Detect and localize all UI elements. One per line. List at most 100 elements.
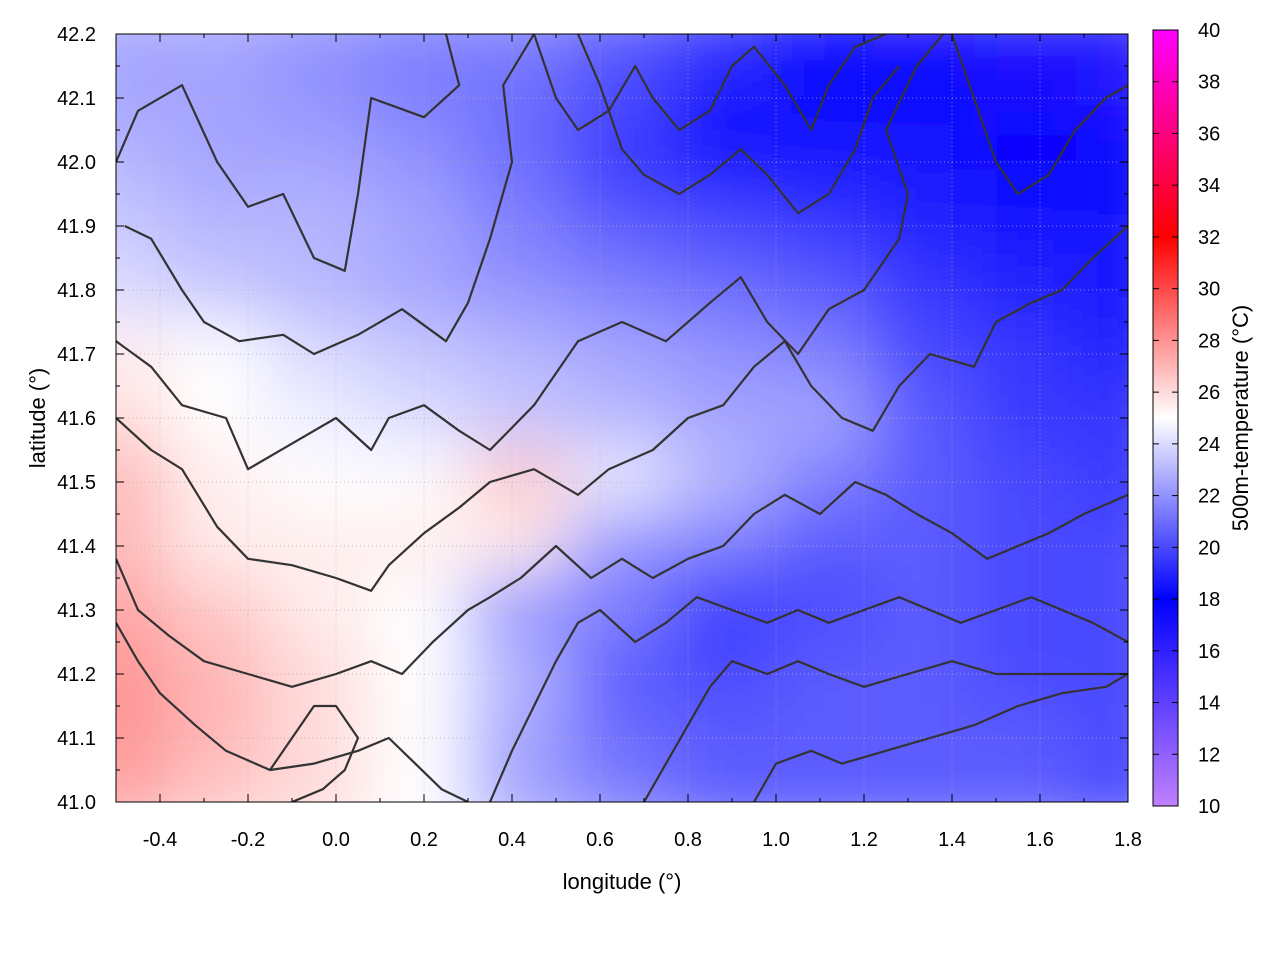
- temperature-cells: [116, 34, 1128, 802]
- temperature-cell: [468, 768, 574, 802]
- temperature-cell: [1075, 768, 1128, 802]
- temperature-cell: [265, 448, 371, 516]
- x-axis-label: longitude (°): [563, 869, 682, 894]
- colorbar-tick-label: 32: [1198, 227, 1220, 249]
- colorbar-tick-label: 20: [1198, 537, 1220, 559]
- axis-ticks: [115, 33, 1129, 803]
- temperature-cell: [265, 768, 371, 802]
- colorbar: 10 12 14 16 18 20 22 24 26 28 30 32 34 36 38 40 500m-te…: [1152, 20, 1253, 818]
- temperature-cell: [265, 34, 371, 69]
- colorbar-tick-label: 34: [1198, 175, 1220, 197]
- y-tick-label: 41.8: [57, 280, 96, 302]
- colorbar-label: 500m-temperature (°C): [1228, 305, 1253, 531]
- x-tick-label: 1.8: [1114, 829, 1142, 851]
- contour-line: [124, 34, 535, 356]
- colorbar-tick-label: 40: [1198, 20, 1220, 42]
- y-tick-label: 41.0: [57, 792, 96, 814]
- contour-line: [576, 34, 901, 215]
- colorbar-tick-label: 10: [1198, 796, 1220, 818]
- colorbar-tick-label: 24: [1198, 434, 1220, 456]
- temperature-cell: [974, 34, 1080, 69]
- colorbar-tick-label: 16: [1198, 641, 1220, 663]
- temperature-cell: [265, 512, 371, 580]
- temperature-cell: [367, 34, 473, 69]
- contour-line: [116, 480, 1128, 688]
- plot-area: [115, 33, 1129, 803]
- x-tick-label: 1.0: [762, 829, 790, 851]
- x-tick-label: 1.6: [1026, 829, 1054, 851]
- y-tick-label: 41.9: [57, 216, 96, 238]
- temperature-cell: [569, 320, 675, 388]
- colorbar-tick-label: 38: [1198, 72, 1220, 94]
- temperature-cell: [974, 64, 1080, 132]
- temperature-cell: [569, 128, 675, 196]
- y-axis-label: latitude (°): [25, 368, 50, 469]
- contour-line: [643, 660, 1128, 802]
- temperature-cell: [265, 192, 371, 260]
- y-tick-label: 41.7: [57, 344, 96, 366]
- temperature-cell: [974, 768, 1080, 802]
- contour-line: [116, 34, 461, 272]
- contour-line: [950, 34, 1128, 196]
- temperature-cell: [265, 64, 371, 132]
- temperature-cell: [468, 34, 574, 69]
- x-tick-label: 0.8: [674, 829, 702, 851]
- temperature-cell: [569, 256, 675, 324]
- y-tick-label: 41.5: [57, 472, 96, 494]
- contour-line: [488, 596, 1128, 802]
- x-tick-label: 1.4: [938, 829, 966, 851]
- colorbar-tick-label: 28: [1198, 330, 1220, 352]
- contour-line: [753, 673, 1128, 802]
- x-tick-label: 0.6: [586, 829, 614, 851]
- temperature-cell: [569, 192, 675, 260]
- temperature-cell: [1075, 34, 1128, 69]
- temperature-cell: [265, 128, 371, 196]
- y-tick-label: 42.1: [57, 88, 96, 110]
- y-tick-label: 41.1: [57, 728, 96, 750]
- temperature-cell: [265, 576, 371, 644]
- x-tick-label: -0.4: [143, 829, 177, 851]
- colorbar-tick-label: 22: [1198, 486, 1220, 508]
- colorbar-tick-label: 30: [1198, 279, 1220, 301]
- y-tick-label: 42.0: [57, 152, 96, 174]
- colorbar-ticks: [1153, 29, 1178, 807]
- y-axis-tick-labels: 41.0 41.1 41.2 41.3 41.4 41.5 41.6 41.7 41.8 41.9…: [57, 24, 96, 814]
- contour-line: [116, 34, 945, 471]
- temperature-cell: [265, 256, 371, 324]
- temperature-cell: [974, 256, 1080, 324]
- y-tick-label: 41.6: [57, 408, 96, 430]
- temperature-field: [116, 34, 1128, 802]
- temperature-cell: [164, 768, 270, 802]
- temperature-cell: [974, 192, 1080, 260]
- y-tick-label: 41.3: [57, 600, 96, 622]
- colorbar-gradient: [1152, 29, 1179, 807]
- temperature-cell: [265, 384, 371, 452]
- y-tick-label: 42.2: [57, 24, 96, 46]
- temperature-cell: [974, 512, 1080, 580]
- y-tick-label: 41.4: [57, 536, 96, 558]
- temperature-cell: [569, 64, 675, 132]
- temperature-cell: [569, 704, 675, 772]
- temperature-cell: [265, 704, 371, 772]
- colorbar-tick-label: 12: [1198, 744, 1220, 766]
- temperature-cell: [569, 512, 675, 580]
- temperature-cell: [569, 384, 675, 452]
- x-tick-label: 1.2: [850, 829, 878, 851]
- temperature-cell: [569, 34, 675, 69]
- y-tick-label: 41.2: [57, 664, 96, 686]
- contour-line: [116, 622, 469, 802]
- temperature-cell: [974, 384, 1080, 452]
- contour-line: [269, 704, 360, 802]
- temperature-cell: [265, 640, 371, 708]
- temperature-cell: [974, 448, 1080, 516]
- colorbar-tick-labels: 10 12 14 16 18 20 22 24 26 28 30 32 34 36 38 40: [1198, 20, 1220, 818]
- temperature-cell: [974, 704, 1080, 772]
- temperature-cell: [569, 768, 675, 802]
- colorbar-tick-label: 18: [1198, 589, 1220, 611]
- temperature-cell: [974, 320, 1080, 388]
- x-axis-tick-labels: -0.4 -0.2 0.0 0.2 0.4 0.6 0.8 1.0 1.2 1.4 1.6 1.8: [143, 829, 1142, 851]
- x-tick-label: 0.4: [498, 829, 526, 851]
- temperature-cell: [974, 128, 1080, 196]
- contour-line: [116, 225, 1128, 592]
